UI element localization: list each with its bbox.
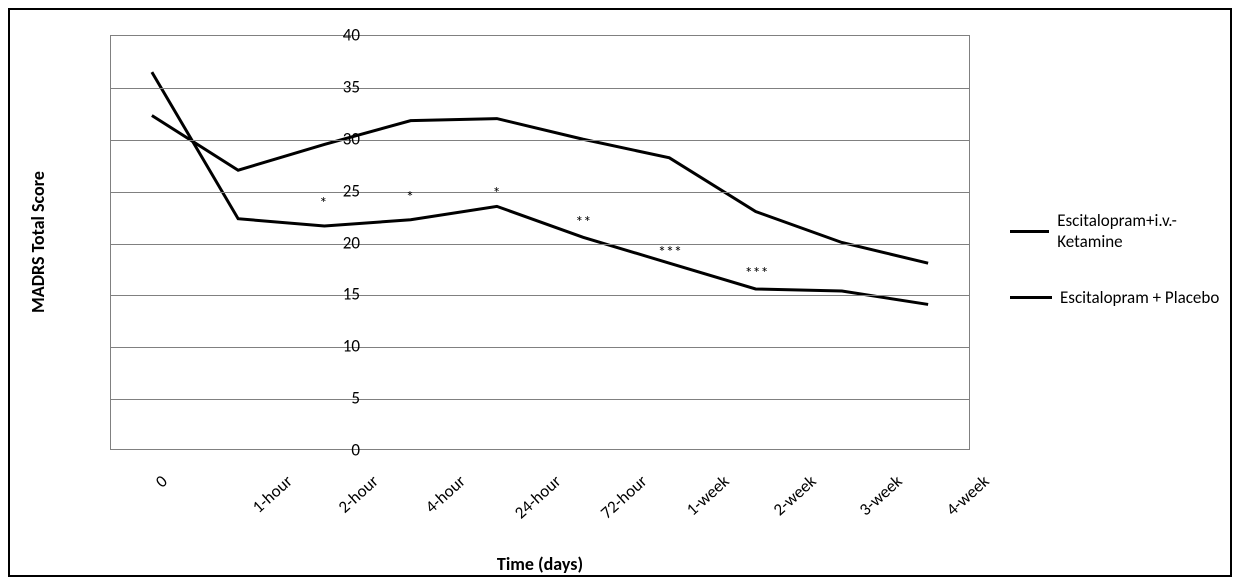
- grid-line: [111, 140, 969, 141]
- series-line: [152, 116, 928, 264]
- grid-line: [111, 347, 969, 348]
- series-line: [152, 72, 928, 304]
- grid-line: [111, 88, 969, 89]
- x-tick-label: 4-week: [942, 471, 994, 520]
- x-tick-label: 3-week: [855, 471, 907, 520]
- plot-area: [110, 35, 970, 450]
- chart-lines: [111, 36, 969, 449]
- significance-marker: *: [406, 188, 414, 207]
- legend-swatch: [1010, 296, 1052, 299]
- grid-line: [111, 399, 969, 400]
- y-tick-label: 0: [330, 440, 360, 461]
- grid-line: [111, 244, 969, 245]
- x-tick-label: 4-hour: [421, 471, 470, 518]
- grid-line: [111, 192, 969, 193]
- x-tick-label: 24-hour: [510, 471, 565, 524]
- legend-item-ketamine: Escitalopram+i.v.-Ketamine: [1010, 210, 1230, 252]
- significance-marker: **: [575, 213, 591, 232]
- significance-marker: *: [319, 195, 327, 214]
- legend-swatch: [1010, 230, 1049, 233]
- grid-line: [111, 295, 969, 296]
- x-tick-label: 2-hour: [334, 471, 383, 518]
- y-tick-label: 30: [330, 128, 360, 149]
- y-tick-label: 20: [330, 232, 360, 253]
- y-tick-label: 25: [330, 180, 360, 201]
- significance-marker: ***: [745, 264, 769, 283]
- y-tick-label: 5: [330, 388, 360, 409]
- y-axis-title: MADRS Total Score: [27, 171, 49, 313]
- x-tick-label: 2-week: [769, 471, 821, 520]
- y-tick-label: 35: [330, 76, 360, 97]
- y-tick-label: 15: [330, 284, 360, 305]
- significance-marker: ***: [658, 243, 682, 262]
- x-tick-label: 0: [151, 471, 171, 492]
- x-tick-label: 1-week: [682, 471, 734, 520]
- chart-frame: MADRS Total Score Time (days) Escitalopr…: [8, 8, 1232, 577]
- legend-label: Escitalopram + Placebo: [1060, 287, 1219, 308]
- y-tick-label: 10: [330, 336, 360, 357]
- legend-label: Escitalopram+i.v.-Ketamine: [1057, 210, 1230, 252]
- legend-item-placebo: Escitalopram + Placebo: [1010, 287, 1230, 308]
- x-tick-label: 1-hour: [248, 471, 297, 518]
- significance-marker: *: [493, 184, 501, 203]
- x-tick-label: 72-hour: [596, 471, 651, 524]
- x-axis-title: Time (days): [497, 553, 583, 575]
- legend: Escitalopram+i.v.-Ketamine Escitalopram …: [1010, 210, 1230, 343]
- y-tick-label: 40: [330, 25, 360, 46]
